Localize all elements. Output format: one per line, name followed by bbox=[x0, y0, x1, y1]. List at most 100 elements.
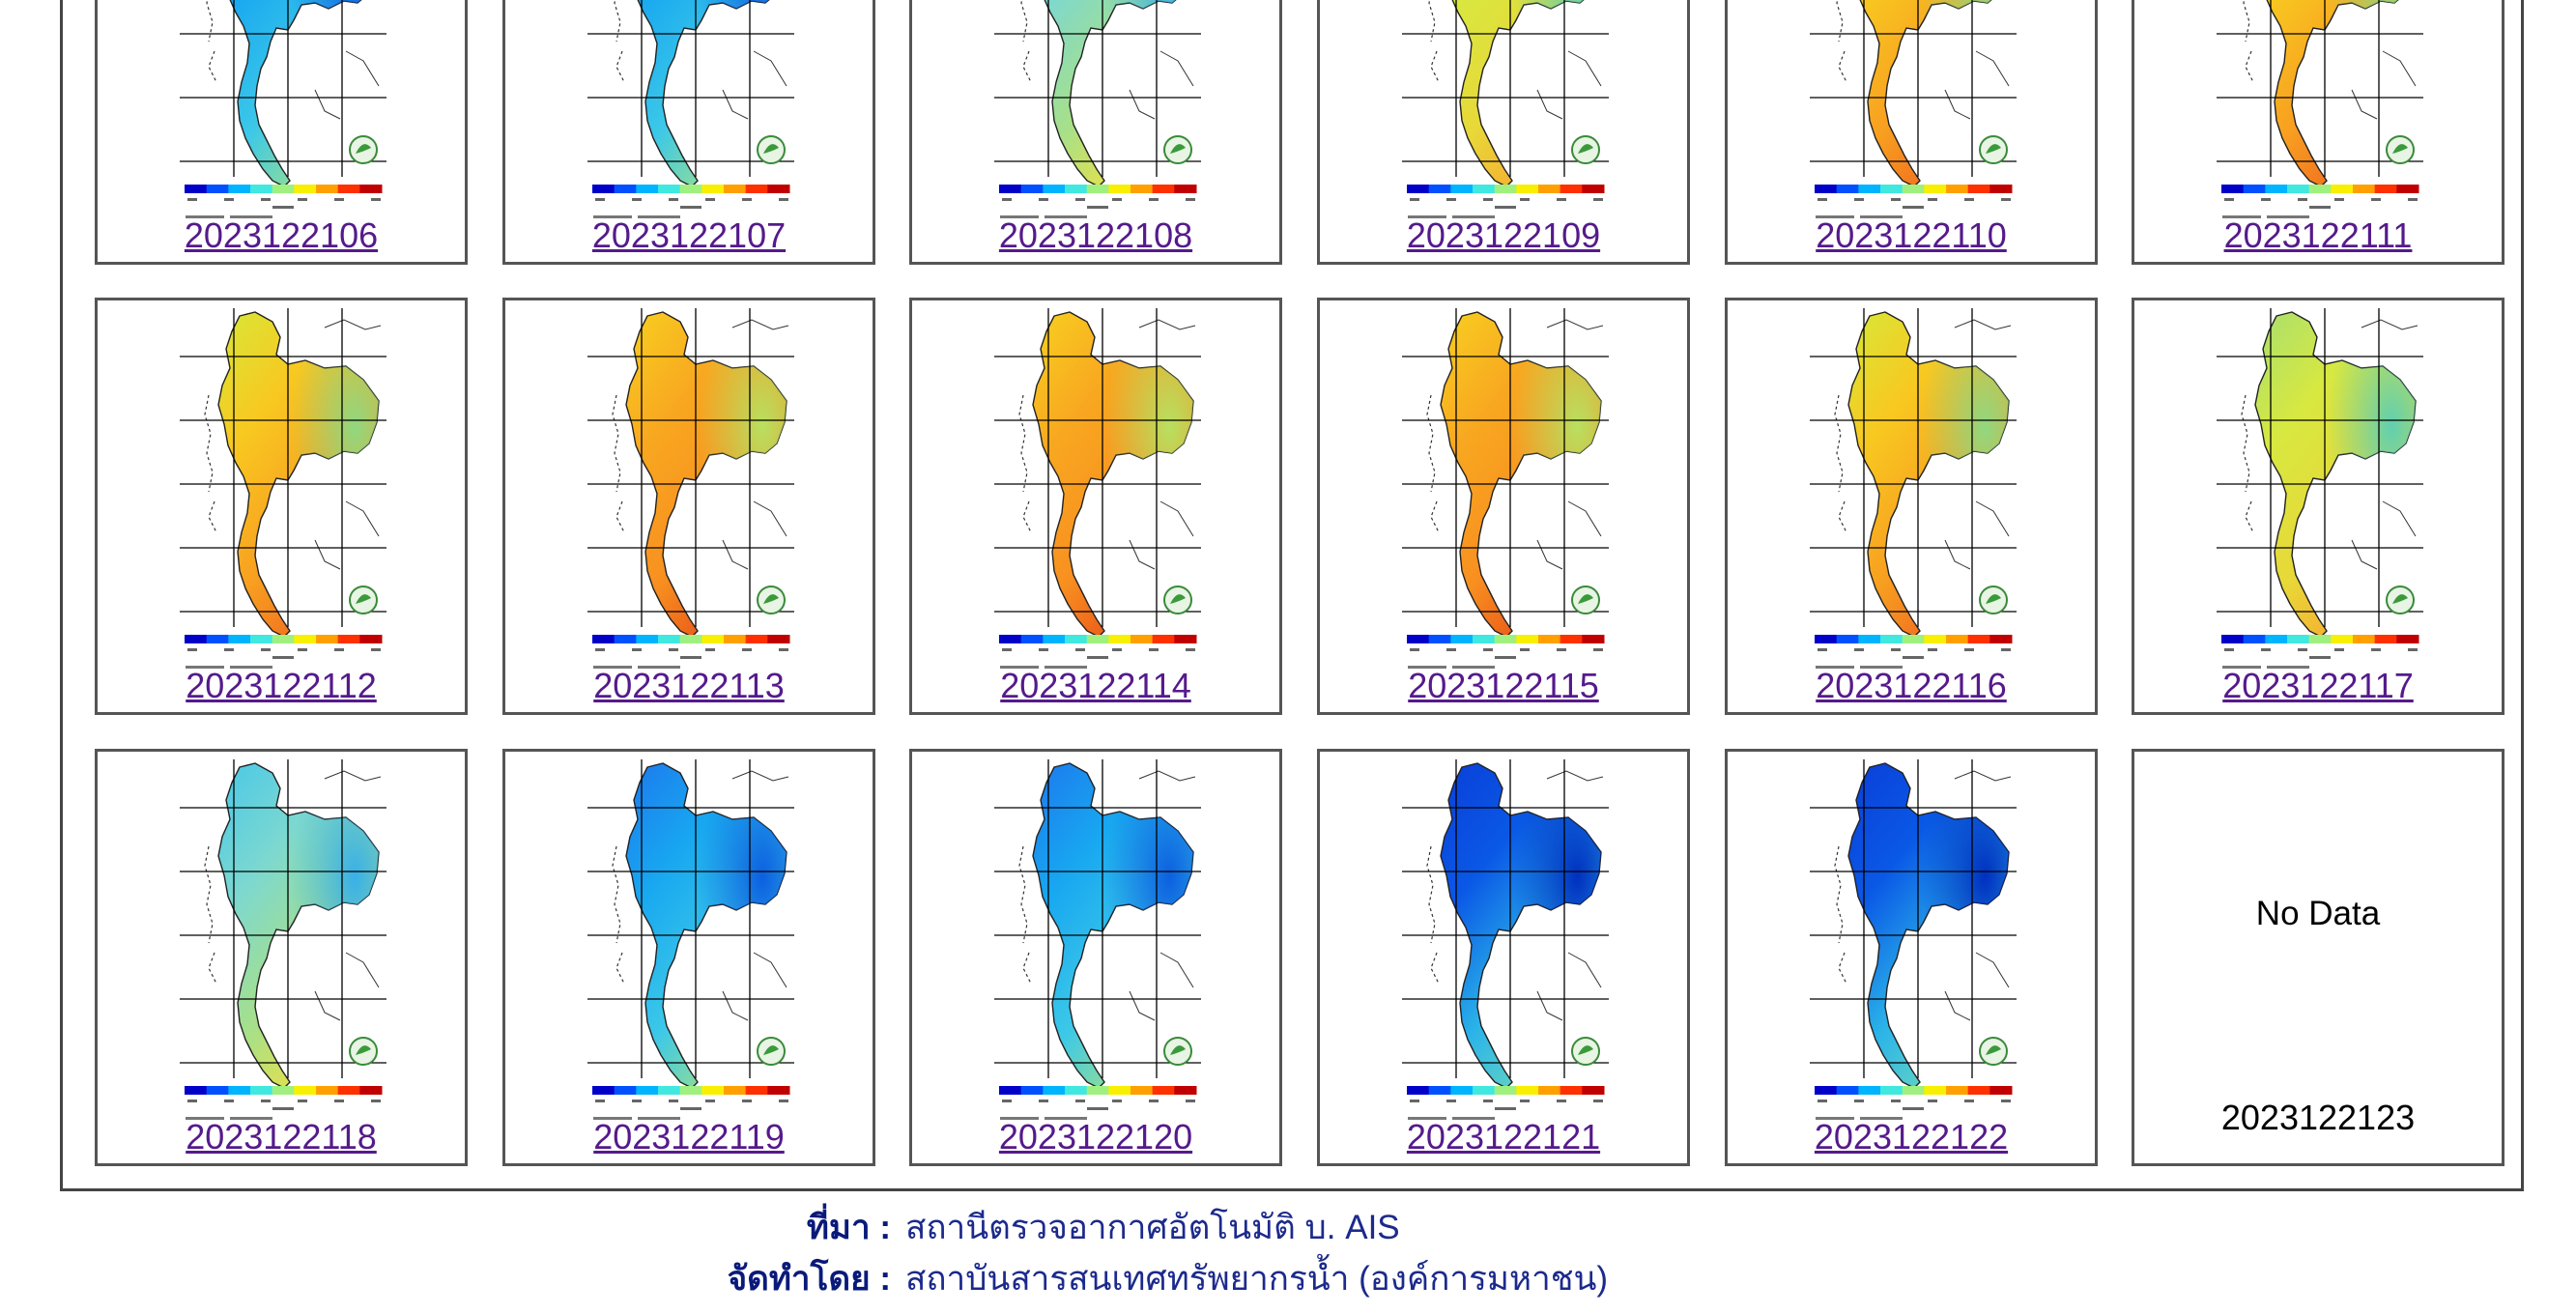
map-thumbnail[interactable] bbox=[994, 759, 1201, 1125]
map-thumbnail[interactable] bbox=[994, 308, 1201, 673]
date-link[interactable]: 2023122115 bbox=[1408, 666, 1599, 705]
map-cell: 2023122108 bbox=[909, 0, 1282, 265]
producer-row: จัดทำโดย : สถาบันสารสนเทศทรัพยากรน้ำ (อง… bbox=[0, 1252, 2576, 1298]
map-thumbnail[interactable] bbox=[1402, 759, 1609, 1125]
date-link[interactable]: 2023122112 bbox=[186, 666, 377, 705]
map-cell: 2023122106 bbox=[95, 0, 468, 265]
map-cell: 2023122122 bbox=[1725, 749, 2098, 1166]
colorbar bbox=[592, 185, 790, 193]
temperature-map-image[interactable] bbox=[587, 308, 794, 673]
agency-logo-icon bbox=[1571, 586, 1600, 614]
agency-logo-icon bbox=[1979, 586, 2008, 614]
map-thumbnail[interactable] bbox=[1810, 308, 2017, 673]
date-link[interactable]: 2023122109 bbox=[1406, 215, 1601, 255]
date-link[interactable]: 2023122117 bbox=[2222, 666, 2414, 705]
producer-value: สถาบันสารสนเทศทรัพยากรน้ำ (องค์การมหาชน) bbox=[905, 1260, 1609, 1298]
temperature-map-image[interactable] bbox=[994, 0, 1201, 223]
colorbar bbox=[1407, 185, 1605, 193]
temperature-map-image[interactable] bbox=[1810, 308, 2017, 673]
map-cell: 2023122119 bbox=[502, 749, 875, 1166]
agency-logo-icon bbox=[1571, 135, 1600, 164]
date-link[interactable]: 2023122121 bbox=[1406, 1117, 1601, 1157]
agency-logo-icon bbox=[1571, 1037, 1600, 1066]
producer-label: จัดทำโดย : bbox=[727, 1260, 891, 1298]
temperature-map-image[interactable] bbox=[1402, 308, 1609, 673]
map-cell: 2023122109 bbox=[1317, 0, 1690, 265]
map-thumbnail[interactable] bbox=[1402, 0, 1609, 223]
no-data-cell: No Data 2023122123 bbox=[2132, 749, 2504, 1166]
agency-logo-icon bbox=[757, 135, 786, 164]
agency-logo-icon bbox=[1163, 1037, 1192, 1066]
map-cell: 2023122120 bbox=[909, 749, 1282, 1166]
map-cell: 2023122116 bbox=[1725, 298, 2098, 715]
map-cell: 2023122112 bbox=[95, 298, 468, 715]
agency-logo-icon bbox=[2386, 586, 2415, 614]
map-thumbnail[interactable] bbox=[587, 759, 794, 1125]
map-thumbnail[interactable] bbox=[587, 308, 794, 673]
colorbar bbox=[1407, 635, 1605, 643]
colorbar bbox=[185, 635, 383, 643]
temperature-map-image[interactable] bbox=[994, 759, 1201, 1125]
map-thumbnail[interactable] bbox=[2217, 0, 2423, 223]
map-cell: 2023122117 bbox=[2132, 298, 2504, 715]
map-thumbnail[interactable] bbox=[180, 308, 386, 673]
colorbar bbox=[2221, 635, 2419, 643]
map-cell: 2023122114 bbox=[909, 298, 1282, 715]
date-link[interactable]: 2023122110 bbox=[1816, 215, 2007, 255]
map-thumbnail[interactable] bbox=[587, 0, 794, 223]
agency-logo-icon bbox=[1979, 1037, 2008, 1066]
date-link[interactable]: 2023122120 bbox=[998, 1117, 1193, 1157]
temperature-map-image[interactable] bbox=[2217, 308, 2423, 673]
map-thumbnail[interactable] bbox=[1810, 759, 2017, 1125]
map-thumbnail[interactable] bbox=[180, 0, 386, 223]
agency-logo-icon bbox=[757, 1037, 786, 1066]
temperature-map-image[interactable] bbox=[1810, 759, 2017, 1125]
date-link[interactable]: 2023122122 bbox=[1814, 1117, 2009, 1157]
map-cell: 2023122111 bbox=[2132, 0, 2504, 265]
agency-logo-icon bbox=[349, 586, 378, 614]
no-data-date: 2023122123 bbox=[2220, 1098, 2416, 1137]
date-link[interactable]: 2023122116 bbox=[1816, 666, 2007, 705]
date-link[interactable]: 2023122114 bbox=[1000, 666, 1191, 705]
date-link[interactable]: 2023122119 bbox=[593, 1117, 785, 1157]
temperature-map-image[interactable] bbox=[587, 0, 794, 223]
date-link[interactable]: 2023122113 bbox=[593, 666, 785, 705]
colorbar bbox=[185, 1086, 383, 1095]
map-cell: 2023122115 bbox=[1317, 298, 1690, 715]
temperature-map-image[interactable] bbox=[180, 759, 386, 1125]
map-gallery-grid: 2023122106 2023122107 2023122108 2023122109… bbox=[95, 0, 2504, 1166]
date-link[interactable]: 2023122118 bbox=[186, 1117, 377, 1157]
map-cell: 2023122121 bbox=[1317, 749, 1690, 1166]
map-cell: 2023122113 bbox=[502, 298, 875, 715]
date-link[interactable]: 2023122107 bbox=[591, 215, 787, 255]
map-thumbnail[interactable] bbox=[1810, 0, 2017, 223]
colorbar bbox=[1815, 1086, 2013, 1095]
temperature-map-image[interactable] bbox=[1402, 0, 1609, 223]
temperature-map-image[interactable] bbox=[587, 759, 794, 1125]
colorbar bbox=[185, 185, 383, 193]
source-row: ที่มา : สถานีตรวจอากาศอัตโนมัติ บ. AIS bbox=[0, 1201, 2576, 1246]
agency-logo-icon bbox=[757, 586, 786, 614]
map-thumbnail[interactable] bbox=[2217, 308, 2423, 673]
date-link[interactable]: 2023122108 bbox=[998, 215, 1193, 255]
colorbar bbox=[999, 635, 1197, 643]
colorbar bbox=[2221, 185, 2419, 193]
colorbar bbox=[999, 185, 1197, 193]
map-thumbnail[interactable] bbox=[180, 759, 386, 1125]
map-cell: 2023122107 bbox=[502, 0, 875, 265]
date-link[interactable]: 2023122111 bbox=[2223, 215, 2413, 255]
temperature-map-image[interactable] bbox=[994, 308, 1201, 673]
temperature-map-image[interactable] bbox=[180, 308, 386, 673]
map-thumbnail[interactable] bbox=[1402, 308, 1609, 673]
temperature-map-image[interactable] bbox=[1810, 0, 2017, 223]
agency-logo-icon bbox=[1979, 135, 2008, 164]
map-thumbnail[interactable] bbox=[994, 0, 1201, 223]
temperature-map-image[interactable] bbox=[180, 0, 386, 223]
agency-logo-icon bbox=[1163, 586, 1192, 614]
temperature-map-image[interactable] bbox=[1402, 759, 1609, 1125]
temperature-map-image[interactable] bbox=[2217, 0, 2423, 223]
agency-logo-icon bbox=[349, 135, 378, 164]
source-label: ที่มา : bbox=[806, 1209, 891, 1246]
source-value: สถานีตรวจอากาศอัตโนมัติ บ. AIS bbox=[905, 1209, 1400, 1246]
date-link[interactable]: 2023122106 bbox=[184, 215, 379, 255]
